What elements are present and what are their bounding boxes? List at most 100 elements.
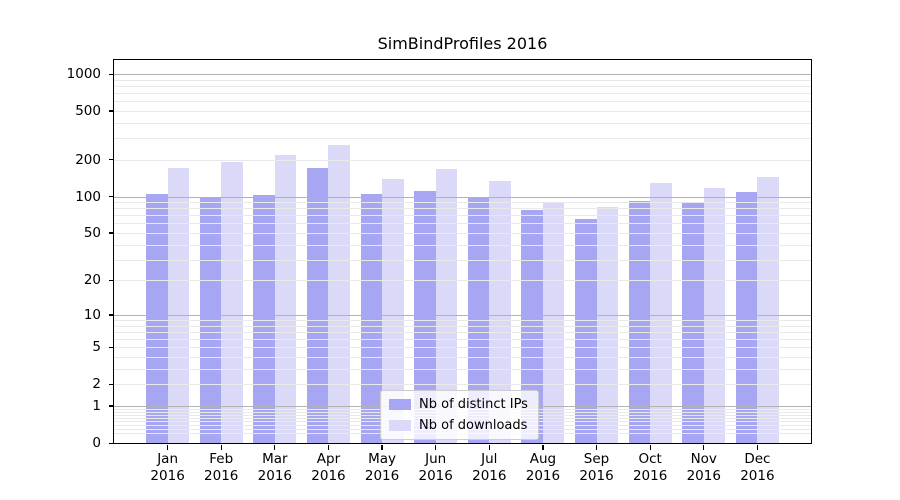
gridline-major-100 (114, 196, 811, 198)
y-tick-mark-5 (109, 346, 114, 348)
gridline-major-1000 (114, 74, 811, 75)
x-tick-mark-aug-2016 (542, 444, 544, 450)
y-tick-label-0: 0 (92, 435, 101, 451)
x-tick-label-aug-2016: Aug 2016 (525, 451, 561, 484)
nb-of-downloads-bar-oct-2016 (650, 182, 672, 443)
x-tick-label-nov-2016: Nov 2016 (686, 451, 721, 484)
y-tick-mark-200 (109, 159, 114, 161)
nb-of-distinct-ips-bar-sep-2016 (575, 219, 597, 443)
gridline-minor-40 (114, 244, 811, 246)
y-tick-mark-10 (109, 314, 114, 316)
x-tick-label-jul-2016: Jul 2016 (472, 451, 507, 484)
x-tick-mark-oct-2016 (649, 444, 651, 450)
y-tick-mark-100 (109, 196, 114, 198)
gridline-minor-60 (114, 223, 811, 225)
legend-swatch-downloads (389, 420, 411, 431)
gridline-minor-20 (114, 280, 811, 282)
nb-of-downloads-bar-sep-2016 (596, 206, 619, 443)
nb-of-downloads-bar-jul-2016 (489, 181, 511, 443)
y-tick-label-1000: 1000 (66, 66, 101, 82)
x-tick-mark-jan-2016 (167, 444, 169, 450)
nb-of-downloads-bar-aug-2016 (542, 202, 565, 443)
legend-label-downloads: Nb of downloads (419, 418, 528, 433)
nb-of-distinct-ips-bar-mar-2016 (253, 194, 275, 443)
nb-of-distinct-ips-bar-apr-2016 (306, 168, 329, 443)
nb-of-downloads-bar-jan-2016 (167, 168, 190, 443)
x-tick-label-oct-2016: Oct 2016 (632, 451, 668, 484)
plot-area (114, 60, 811, 443)
y-tick-mark-20 (109, 279, 114, 282)
y-tick-label-20: 20 (83, 272, 101, 289)
legend-swatch-distinct-ips (389, 399, 411, 410)
x-tick-label-apr-2016: Apr 2016 (311, 451, 346, 484)
y-tick-label-2: 2 (92, 376, 101, 393)
gridline-minor-700 (114, 93, 811, 95)
nb-of-downloads-bar-dec-2016 (757, 176, 779, 443)
x-tick-mark-nov-2016 (703, 444, 705, 450)
nb-of-downloads-bar-apr-2016 (328, 144, 350, 443)
x-tick-mark-jul-2016 (488, 444, 490, 450)
x-tick-label-dec-2016: Dec 2016 (740, 451, 775, 484)
y-tick-mark-50 (109, 232, 114, 234)
nb-of-downloads-bar-mar-2016 (274, 154, 297, 443)
nb-of-distinct-ips-bar-feb-2016 (199, 196, 222, 443)
y-tick-label-10: 10 (83, 306, 101, 323)
legend-entry-downloads: Nb of downloads (389, 418, 528, 433)
x-tick-mark-feb-2016 (220, 444, 222, 450)
y-tick-label-100: 100 (75, 188, 101, 205)
chart-title: SimBindProfiles 2016 (377, 34, 548, 53)
x-tick-mark-mar-2016 (274, 444, 276, 450)
nb-of-downloads-bar-jun-2016 (435, 169, 458, 443)
x-tick-label-mar-2016: Mar 2016 (257, 451, 293, 484)
gridline-major-10 (114, 314, 811, 316)
y-tick-mark-1000 (109, 73, 114, 75)
x-tick-mark-may-2016 (381, 444, 383, 450)
gridline-minor-4 (114, 357, 811, 359)
y-tick-label-50: 50 (83, 224, 101, 241)
gridline-minor-900 (114, 79, 811, 81)
y-tick-mark-2 (109, 383, 114, 385)
gridline-minor-3 (114, 368, 811, 370)
y-tick-label-1: 1 (92, 397, 101, 414)
gridline-minor-200 (114, 159, 811, 161)
nb-of-distinct-ips-bar-oct-2016 (628, 200, 651, 443)
x-tick-mark-dec-2016 (756, 444, 758, 450)
gridline-minor-30 (114, 259, 811, 261)
x-tick-label-feb-2016: Feb 2016 (204, 451, 239, 484)
gridline-minor-800 (114, 85, 811, 87)
gridline-minor-50 (114, 232, 811, 234)
gridline-minor-500 (114, 110, 811, 112)
x-tick-mark-sep-2016 (595, 444, 598, 450)
nb-of-distinct-ips-bar-jul-2016 (467, 197, 490, 443)
nb-of-downloads-bar-feb-2016 (221, 161, 243, 443)
gridline-minor-6 (114, 339, 811, 341)
gridline-minor-80 (114, 208, 811, 210)
y-tick-mark-500 (109, 110, 114, 112)
gridline-minor-2 (114, 384, 811, 386)
nb-of-distinct-ips-bar-may-2016 (360, 193, 383, 443)
gridline-minor-5 (114, 347, 811, 349)
gridline-minor-8 (114, 325, 811, 327)
y-tick-label-200: 200 (75, 151, 101, 168)
nb-of-distinct-ips-bar-nov-2016 (682, 202, 704, 443)
y-tick-mark-0 (109, 442, 114, 444)
x-tick-label-may-2016: May 2016 (364, 451, 400, 484)
nb-of-distinct-ips-bar-dec-2016 (735, 192, 758, 443)
nb-of-distinct-ips-bar-jun-2016 (414, 191, 436, 443)
gridline-minor-70 (114, 215, 811, 217)
y-tick-label-5: 5 (92, 339, 101, 356)
x-tick-mark-apr-2016 (327, 444, 330, 450)
y-tick-label-500: 500 (75, 102, 101, 119)
gridline-minor-600 (114, 101, 811, 103)
legend-label-distinct-ips: Nb of distinct IPs (419, 397, 528, 412)
x-tick-label-jun-2016: Jun 2016 (418, 451, 453, 484)
gridline-minor-300 (114, 138, 811, 140)
legend: Nb of distinct IPs Nb of downloads (380, 390, 539, 440)
gridline-minor-400 (114, 122, 811, 124)
y-tick-mark-1 (109, 405, 114, 407)
gridline-minor-90 (114, 202, 811, 204)
legend-entry-distinct-ips: Nb of distinct IPs (389, 397, 528, 412)
x-tick-label-sep-2016: Sep 2016 (579, 451, 614, 484)
x-tick-mark-jun-2016 (435, 444, 437, 450)
